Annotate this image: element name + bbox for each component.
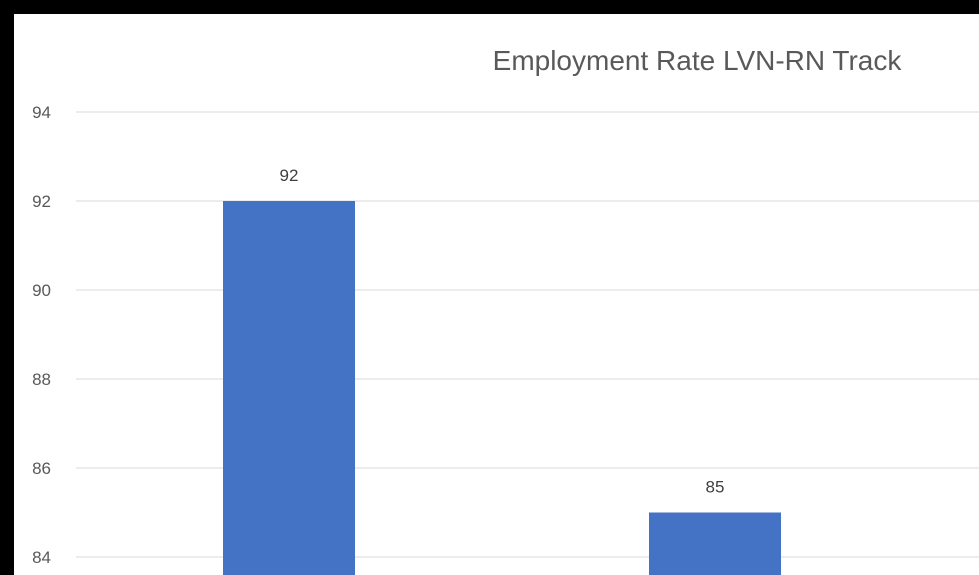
bars xyxy=(223,201,781,575)
data-label-2: 85 xyxy=(706,478,725,497)
y-tick-label: 86 xyxy=(32,459,51,478)
y-tick-label: 92 xyxy=(32,192,51,211)
y-tick-label: 84 xyxy=(32,548,51,567)
data-label-1: 92 xyxy=(280,166,299,185)
data-labels: 92 85 xyxy=(280,166,725,497)
bar-1 xyxy=(223,201,355,575)
chart-title: Employment Rate LVN-RN Track xyxy=(493,45,903,76)
y-tick-label: 94 xyxy=(32,103,51,122)
y-tick-label: 90 xyxy=(32,281,51,300)
gridlines xyxy=(76,111,979,558)
bar-2 xyxy=(649,512,781,575)
y-axis-tick-labels: 94 92 90 88 86 84 xyxy=(32,103,51,567)
y-tick-label: 88 xyxy=(32,370,51,389)
